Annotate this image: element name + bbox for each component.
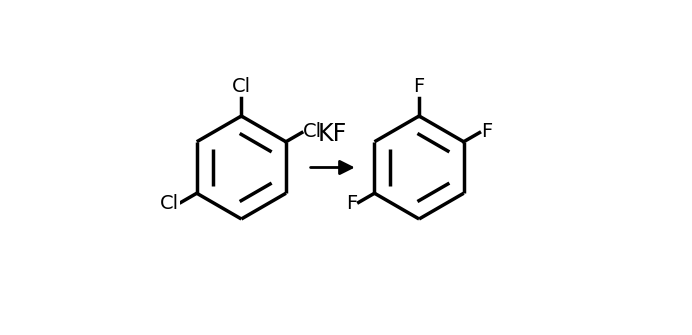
Text: KF: KF xyxy=(318,122,347,146)
Text: F: F xyxy=(481,122,492,141)
Text: Cl: Cl xyxy=(161,194,179,213)
Text: Cl: Cl xyxy=(232,77,251,96)
Text: F: F xyxy=(413,77,425,96)
Text: F: F xyxy=(346,194,357,213)
Text: Cl: Cl xyxy=(303,122,322,141)
